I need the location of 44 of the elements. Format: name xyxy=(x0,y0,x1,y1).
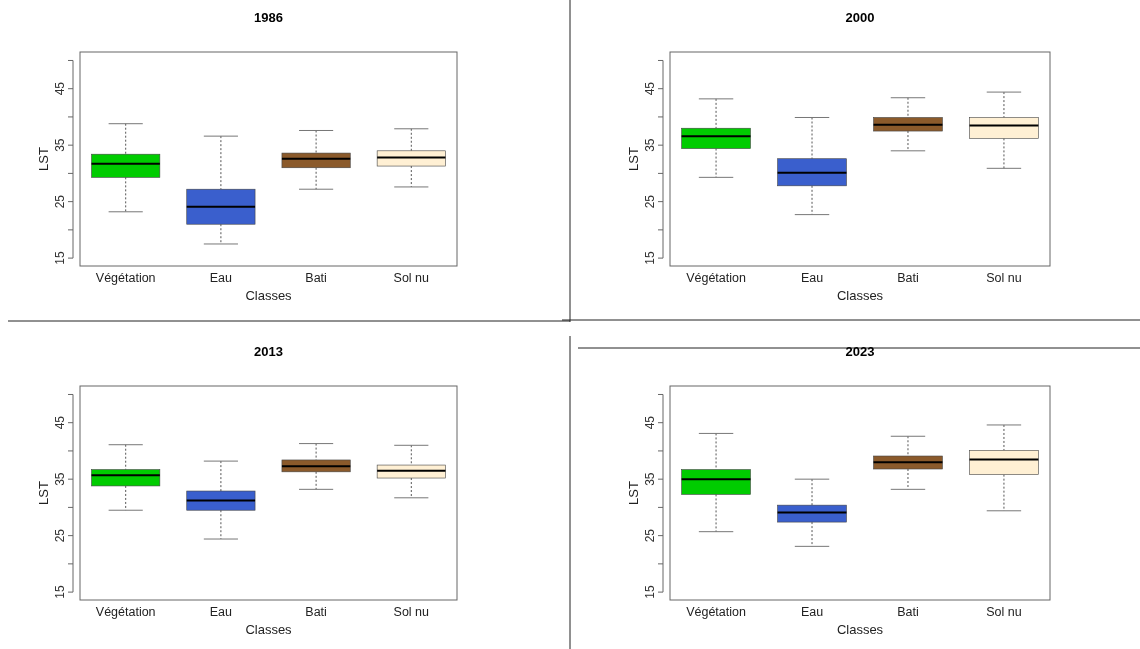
x-tick-label: Végétation xyxy=(686,271,746,285)
y-tick-label: 45 xyxy=(643,81,657,96)
x-tick-label: Eau xyxy=(209,605,233,619)
y-axis-title: LST xyxy=(626,147,641,171)
x-axis-title: Classes xyxy=(836,622,884,637)
chart-title: 2023 xyxy=(845,344,875,359)
chart-title: 2000 xyxy=(845,10,875,25)
y-tick-label: 45 xyxy=(53,415,67,430)
y-tick-label: 15 xyxy=(53,251,67,265)
y-tick-label: 15 xyxy=(643,251,657,265)
chart-title: 2013 xyxy=(254,344,283,359)
x-tick-label: Eau xyxy=(209,271,233,285)
x-axis-title: Classes xyxy=(245,288,293,303)
x-axis-title: Classes xyxy=(245,622,293,637)
y-tick-label: 25 xyxy=(53,528,67,543)
y-axis-title: LST xyxy=(626,481,641,505)
y-tick-label: 15 xyxy=(643,585,657,599)
x-tick-label: Bati xyxy=(305,271,327,285)
y-tick-label: 35 xyxy=(53,138,67,152)
y-tick-label: 25 xyxy=(53,194,67,209)
x-tick-label: Eau xyxy=(800,271,824,285)
x-tick-label: Eau xyxy=(800,605,824,619)
x-tick-label: Végétation xyxy=(686,605,746,619)
x-tick-label: Sol nu xyxy=(393,271,430,285)
x-axis-title: Classes xyxy=(836,288,884,303)
y-tick-label: 35 xyxy=(643,138,657,152)
y-axis-title: LST xyxy=(36,481,51,505)
y-tick-label: 15 xyxy=(53,585,67,599)
x-tick-label: Végétation xyxy=(95,271,156,285)
x-tick-label: Bati xyxy=(305,605,327,619)
x-tick-label: Bati xyxy=(897,271,919,285)
y-tick-label: 35 xyxy=(53,472,67,486)
y-axis-title: LST xyxy=(36,147,51,171)
y-tick-label: 45 xyxy=(53,81,67,96)
y-tick-label: 25 xyxy=(643,528,657,543)
x-tick-label: Sol nu xyxy=(986,605,1022,619)
x-tick-label: Végétation xyxy=(95,605,156,619)
y-tick-label: 25 xyxy=(643,194,657,209)
y-tick-label: 45 xyxy=(643,415,657,430)
chart-title: 1986 xyxy=(254,10,283,25)
x-tick-label: Sol nu xyxy=(393,605,430,619)
y-tick-label: 35 xyxy=(643,472,657,486)
x-tick-label: Bati xyxy=(897,605,919,619)
x-tick-label: Sol nu xyxy=(986,271,1022,285)
